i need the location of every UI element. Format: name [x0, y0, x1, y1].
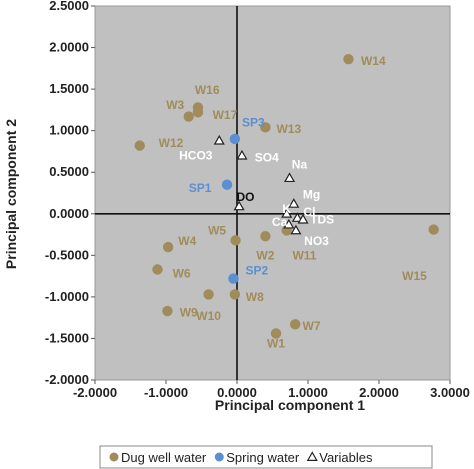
data-points: [134, 53, 439, 339]
label-w15: W15: [402, 269, 427, 283]
label-w17: W17: [213, 108, 238, 122]
point-cl: [291, 212, 303, 222]
y-tick-label: 2.0000: [49, 40, 89, 55]
x-tick-label: -1.0000: [144, 385, 188, 400]
point-w13: [260, 122, 271, 133]
y-axis-title: Principal component 2: [3, 119, 19, 269]
point-w8: [229, 289, 241, 300]
y-tick-label: 1.5000: [49, 81, 89, 96]
legend-marker-dug-well-water: [109, 452, 119, 462]
label-k: K: [282, 202, 291, 216]
x-tick-label: 0.0000: [217, 385, 257, 400]
label-w16: W16: [195, 83, 220, 97]
point-w17: [183, 111, 194, 122]
label-sp1: SP1: [189, 181, 212, 195]
x-tick-label: 3.0000: [430, 385, 470, 400]
point-w9: [162, 305, 173, 317]
point-tds: [297, 213, 309, 224]
legend-label-variables: Variables: [319, 450, 373, 465]
label-tds: TDS: [310, 213, 334, 227]
label-w5: W5: [208, 223, 226, 237]
label-sp2: SP2: [246, 263, 269, 277]
point-sp3: [229, 133, 241, 145]
x-tick-label: 1.0000: [288, 385, 328, 400]
point-w7: [290, 319, 301, 330]
zero-lines: [95, 6, 450, 380]
x-tick-label: 2.0000: [359, 385, 399, 400]
label-na: Na: [292, 158, 308, 172]
point-w1: [270, 328, 282, 339]
point-w6: [152, 264, 163, 275]
point-do: [233, 200, 245, 211]
label-w3: W3: [166, 98, 184, 112]
point-w2: [260, 231, 271, 242]
y-tick-label: 0.0000: [49, 206, 89, 221]
legend: Dug well water Spring water Variables: [109, 450, 373, 465]
label-cl: Cl: [303, 205, 315, 219]
point-k: [281, 208, 293, 218]
point-na: [284, 172, 296, 183]
legend-marker-variables: [306, 451, 318, 461]
point-w10: [203, 289, 214, 300]
label-w1: W1: [267, 336, 285, 350]
x-tick-label: -2.0000: [73, 385, 117, 400]
y-tick-label: 1.0000: [49, 123, 89, 138]
x-axis-ticks: -2.0000 -1.0000 0.0000 1.0000 2.0000 3.0000: [73, 380, 470, 400]
label-w7: W7: [303, 319, 321, 333]
label-hco3: HCO3: [179, 149, 213, 163]
label-w9: W9: [180, 306, 198, 320]
label-do: DO: [237, 190, 255, 204]
label-w6: W6: [173, 267, 191, 281]
label-w4: W4: [178, 234, 196, 248]
x-axis-title: Principal component 1: [215, 397, 365, 413]
point-w14: [343, 53, 354, 65]
label-mg: Mg: [303, 188, 320, 202]
y-tick-label: -2.0000: [45, 372, 89, 387]
y-tick-label: -0.5000: [45, 247, 89, 262]
point-w15: [428, 224, 439, 235]
label-w2: W2: [256, 248, 274, 262]
point-ca: [283, 218, 295, 229]
legend-label-spring-water: Spring water: [226, 450, 300, 465]
point-sp2: [228, 273, 239, 284]
label-sp3: SP3: [242, 115, 265, 129]
point-mg: [288, 198, 300, 208]
point-w12: [134, 140, 145, 151]
legend-box: [99, 445, 433, 469]
point-hco3: [213, 134, 225, 145]
legend-marker-spring-water: [214, 452, 224, 462]
label-ca: Ca: [272, 215, 288, 229]
label-so4: SO4: [255, 150, 279, 164]
label-w12: W12: [159, 136, 184, 150]
point-w4: [162, 241, 174, 253]
legend-label-dug-well-water: Dug well water: [121, 450, 207, 465]
label-w8: W8: [246, 290, 264, 304]
label-w11: W11: [292, 248, 316, 262]
point-sp1: [221, 179, 233, 190]
y-axis-ticks: -2.0000 -1.5000 -1.0000 -0.5000 0.0000 0.5000…: [45, 0, 95, 387]
y-tick-label: 2.5000: [49, 0, 89, 13]
y-tick-label: -1.5000: [45, 330, 89, 345]
y-tick-label: 0.5000: [49, 164, 89, 179]
plot-area: [94, 5, 451, 381]
label-w13: W13: [276, 122, 301, 136]
label-w14: W14: [361, 54, 386, 68]
label-no3: NO3: [304, 234, 329, 248]
label-w10: W10: [196, 309, 221, 323]
point-w5: [230, 235, 241, 246]
y-tick-label: -1.0000: [45, 289, 89, 304]
point-so4: [236, 149, 248, 160]
point-no3: [290, 224, 302, 235]
point-w16: [192, 107, 204, 118]
